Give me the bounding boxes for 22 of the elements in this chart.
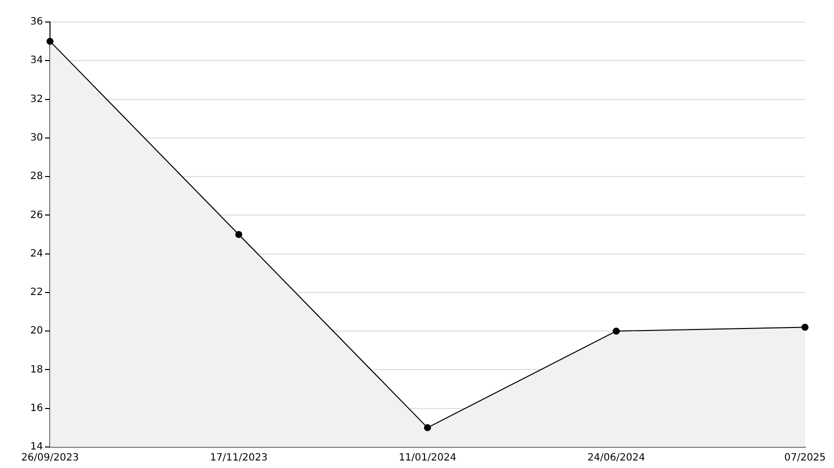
y-tick-label: 28 — [30, 171, 43, 182]
y-tick-label: 24 — [30, 248, 43, 260]
x-tick-label: 17/11/2023 — [210, 452, 268, 464]
x-tick-label: 26/09/2023 — [21, 452, 79, 464]
y-tick-label: 36 — [30, 16, 43, 28]
y-tick-label: 18 — [30, 364, 43, 376]
y-tick-label: 34 — [30, 55, 43, 66]
point — [235, 231, 242, 238]
point — [424, 424, 431, 432]
y-tick-label: 16 — [30, 402, 43, 414]
x-tick-label: 11/01/2024 — [398, 452, 456, 464]
point — [46, 38, 54, 45]
y-tick-label: 26 — [30, 210, 43, 221]
y-tick-label: 32 — [30, 94, 43, 105]
x-tick-label: 07/2025 — [784, 452, 826, 464]
y-tick-label: 22 — [30, 287, 43, 298]
x-tick-label: 24/06/2024 — [587, 452, 646, 464]
y-tick-label: 30 — [30, 132, 43, 144]
y-tick-label: 20 — [30, 326, 43, 337]
y-tick-label: 14 — [30, 442, 43, 453]
point — [802, 324, 808, 331]
point — [612, 328, 620, 335]
